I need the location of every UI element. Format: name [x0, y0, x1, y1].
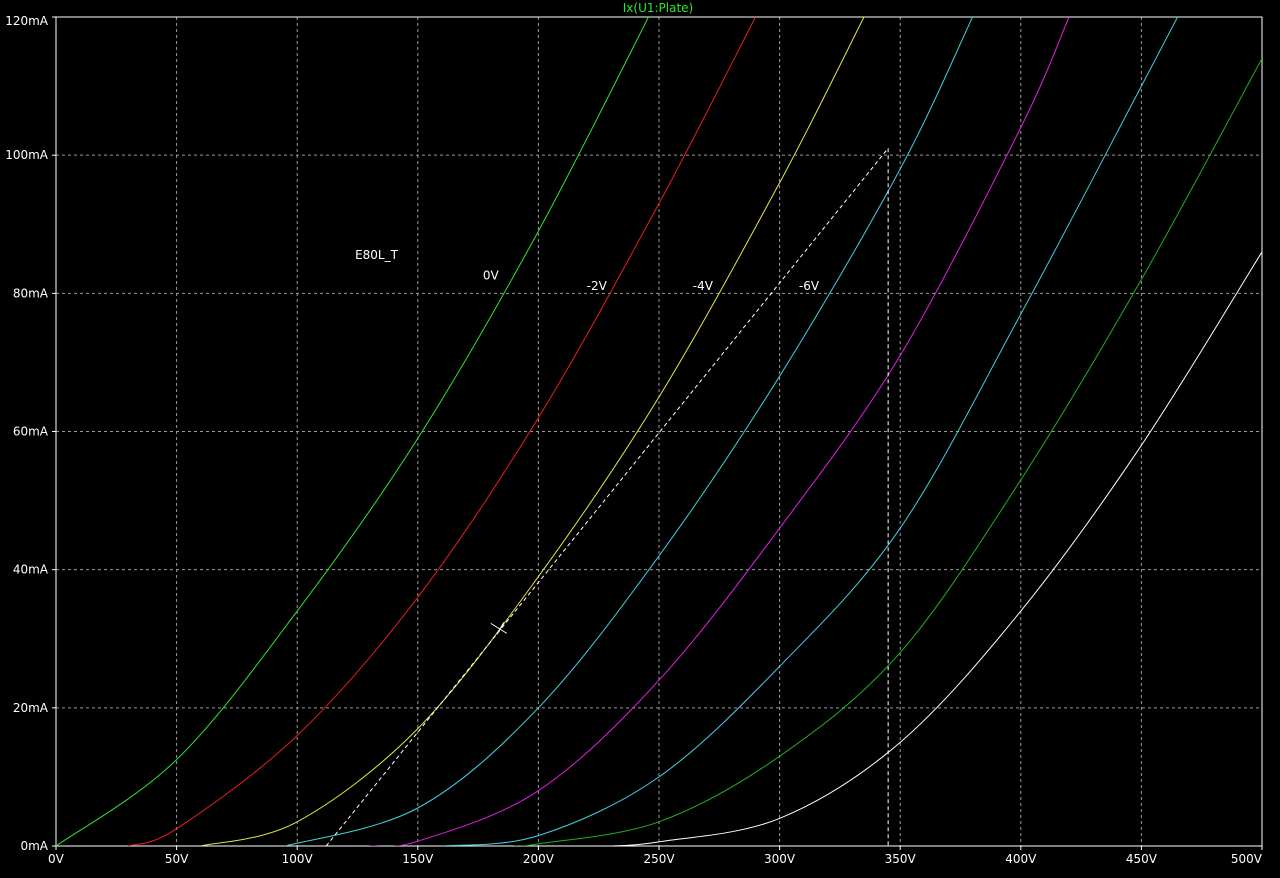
series-line [200, 17, 865, 846]
annotation-label: -4V [693, 279, 714, 293]
x-tick-label: 150V [402, 852, 434, 866]
y-tick-label: 80mA [13, 286, 49, 300]
annotations: E80L_T 0V -2V -4V -6V [355, 248, 820, 293]
series-line [284, 17, 974, 846]
series-line [128, 17, 756, 846]
axes [52, 16, 1263, 850]
x-tick-label: 200V [523, 852, 555, 866]
series-line [610, 251, 1262, 846]
annotation-label: 0V [483, 269, 500, 283]
y-tick-label: 40mA [13, 563, 49, 577]
x-tick-label: 500V [1231, 852, 1263, 866]
chart-title: Ix(U1:Plate) [623, 1, 693, 15]
series-line [441, 17, 1179, 846]
series-group [56, 17, 1262, 847]
load-line [325, 147, 889, 847]
annotation-label: E80L_T [355, 248, 399, 262]
x-tick-label: 250V [643, 852, 675, 866]
x-tick-label: 100V [282, 852, 314, 866]
grid [56, 17, 1262, 846]
x-tick-label: 300V [764, 852, 796, 866]
y-tick-label: 100mA [5, 148, 49, 162]
series-line [369, 17, 1070, 846]
plot-frame [55, 16, 1263, 847]
series-line [514, 58, 1262, 846]
x-tick-label: 50V [165, 852, 189, 866]
tick-labels: 0V 50V 100V 150V 200V 250V 300V 350V 400V 450V 500… [5, 14, 1263, 866]
y-tick-label: 120mA [5, 14, 49, 28]
x-tick-label: 350V [885, 852, 917, 866]
operating-point-marker [490, 622, 508, 635]
y-tick-label: 60mA [13, 425, 49, 439]
annotation-label: -6V [799, 279, 820, 293]
x-tick-label: 0V [48, 852, 65, 866]
x-tick-label: 400V [1005, 852, 1037, 866]
series-line [56, 17, 650, 846]
y-tick-label: 20mA [13, 701, 49, 715]
annotation-label: -2V [587, 279, 608, 293]
x-tick-label: 450V [1126, 852, 1158, 866]
y-tick-label: 0mA [20, 839, 48, 853]
